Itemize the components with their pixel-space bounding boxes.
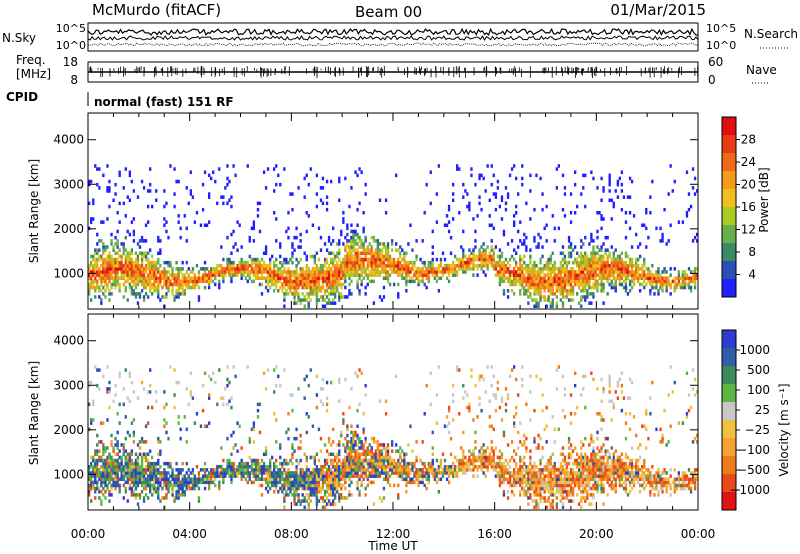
cpid-label: CPID: [6, 90, 38, 104]
nsky-tick-top: 10^5: [56, 22, 86, 35]
svg-text:3000: 3000: [53, 177, 84, 191]
nsky-trace: [87, 27, 699, 47]
cpid-value: normal (fast) 151 RF: [94, 95, 234, 109]
nave-label: Nave: [746, 63, 777, 77]
nsearch-tick-top: 10^5: [706, 22, 736, 35]
velocity-scatter-data: [88, 365, 699, 510]
svg-text:8: 8: [748, 245, 756, 259]
svg-text:20: 20: [741, 178, 756, 192]
freq-label: Freq.: [16, 53, 46, 67]
svg-text:4: 4: [748, 268, 756, 282]
freq-trace: [88, 66, 698, 78]
power-ylabel: Slant Range [km]: [27, 159, 41, 263]
svg-text:4000: 4000: [53, 133, 84, 147]
date-title: 01/Mar/2015: [610, 1, 706, 19]
station-title: McMurdo (fitACF): [92, 1, 221, 19]
power-colorbar: 4 8 12 16 20 24 28: [721, 116, 756, 298]
svg-text:1000: 1000: [53, 266, 84, 280]
beam-title: Beam 00: [355, 3, 422, 21]
freq-tick-bottom: 8: [70, 73, 78, 87]
nsearch-label: N.Search: [744, 27, 798, 41]
velocity-ylabel: Slant Range [km]: [27, 361, 41, 465]
svg-text:2000: 2000: [53, 222, 84, 236]
svg-text:12: 12: [741, 223, 756, 237]
svg-text:28: 28: [741, 133, 756, 147]
power-axes: 1000 2000 3000 4000: [53, 113, 699, 309]
nave-tick-top: 60: [708, 55, 723, 69]
time-axis-title: Time UT: [367, 539, 418, 553]
freq-unit-label: [MHz]: [16, 67, 51, 81]
nsky-label: N.Sky: [2, 31, 36, 45]
power-colorbar-label: Power [dB]: [757, 167, 771, 232]
time-axis-labels: 00:00 04:00 08:00 12:00 16:00 20:00 00:00: [71, 527, 716, 541]
nave-tick-bottom: 0: [708, 73, 716, 87]
svg-text:24: 24: [741, 155, 756, 169]
power-scatter-data: [88, 164, 699, 309]
nsearch-tick-bottom: 10^0: [706, 39, 736, 52]
nsky-panel-frame: [87, 22, 699, 52]
freq-tick-top: 18: [63, 55, 78, 69]
nsky-tick-bottom: 10^0: [56, 39, 86, 52]
svg-text:16: 16: [741, 200, 756, 214]
velocity-colorbar-label: Velocity [m s⁻¹]: [777, 383, 791, 476]
